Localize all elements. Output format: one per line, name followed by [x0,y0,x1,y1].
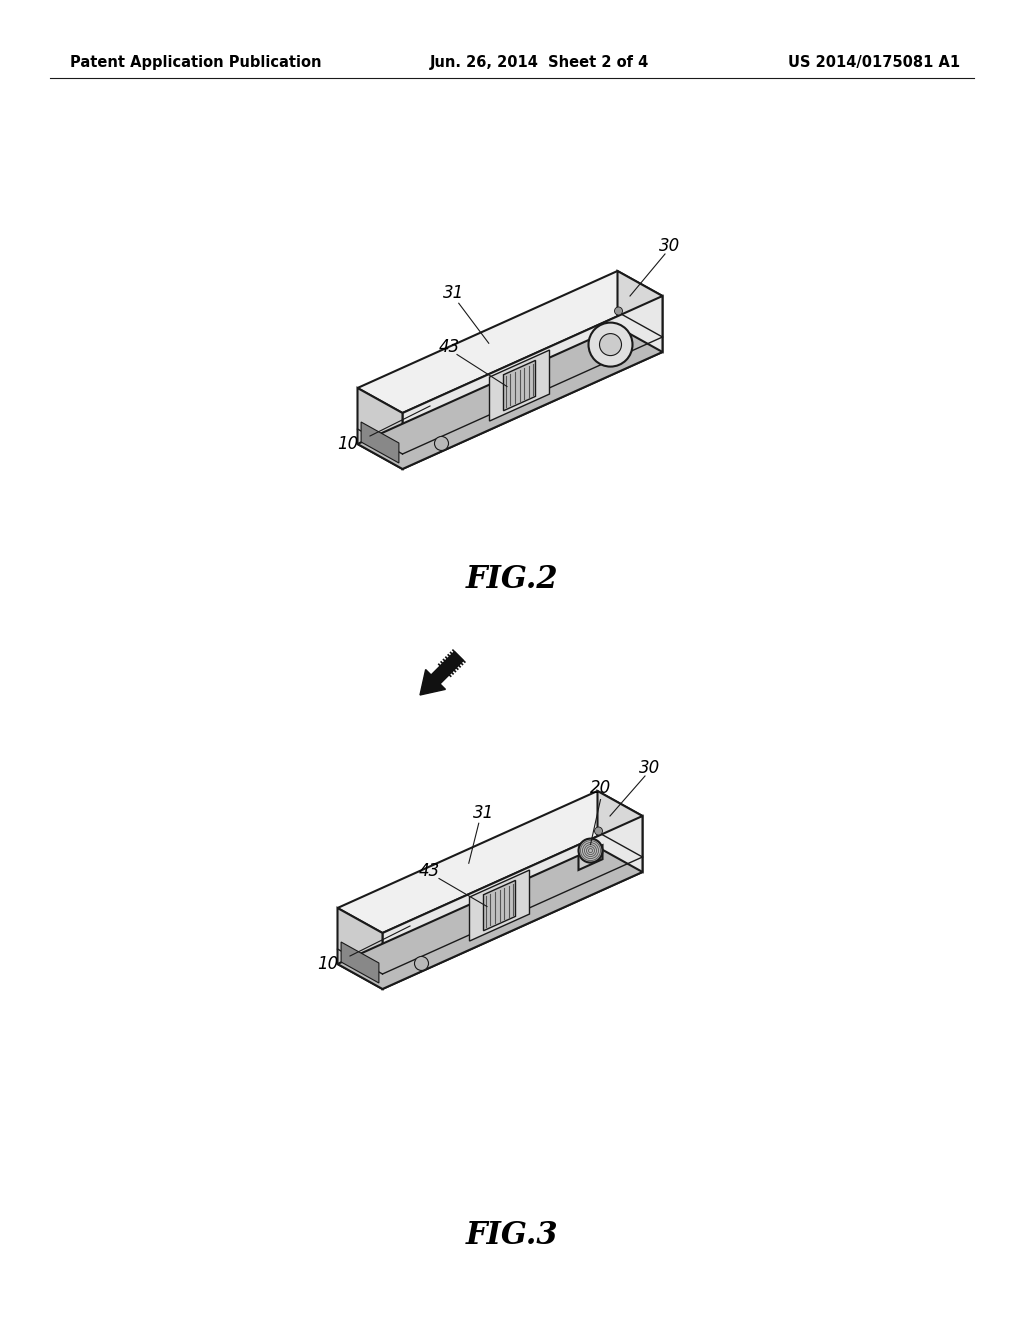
Polygon shape [338,791,642,933]
Polygon shape [597,791,642,873]
Text: 20: 20 [590,779,611,796]
Text: 43: 43 [438,338,460,355]
Text: Jun. 26, 2014  Sheet 2 of 4: Jun. 26, 2014 Sheet 2 of 4 [430,54,649,70]
Text: 10: 10 [317,954,339,973]
Text: 31: 31 [443,284,464,302]
Polygon shape [469,870,529,941]
Polygon shape [341,942,379,983]
Circle shape [415,957,428,970]
Polygon shape [504,360,536,411]
Text: Patent Application Publication: Patent Application Publication [70,54,322,70]
Circle shape [595,828,602,836]
Polygon shape [579,845,602,870]
Circle shape [434,437,449,450]
Polygon shape [338,847,642,989]
Text: US 2014/0175081 A1: US 2014/0175081 A1 [787,54,961,70]
Polygon shape [483,880,515,931]
Text: FIG.3: FIG.3 [466,1220,558,1250]
Polygon shape [361,422,399,463]
Polygon shape [489,350,550,421]
Polygon shape [357,388,402,469]
Polygon shape [420,669,445,696]
Polygon shape [430,652,463,685]
Text: 30: 30 [639,759,660,777]
Polygon shape [383,816,642,989]
Text: 31: 31 [473,804,495,822]
Text: FIG.2: FIG.2 [466,565,558,595]
Polygon shape [338,908,383,989]
Polygon shape [617,271,663,352]
Circle shape [589,322,633,367]
Circle shape [579,838,602,862]
Circle shape [614,308,623,315]
Polygon shape [402,296,663,469]
Polygon shape [357,271,663,413]
Text: 10: 10 [337,436,358,453]
Polygon shape [357,327,663,469]
Text: 43: 43 [419,862,439,879]
Circle shape [599,334,622,355]
Text: 30: 30 [659,238,681,255]
